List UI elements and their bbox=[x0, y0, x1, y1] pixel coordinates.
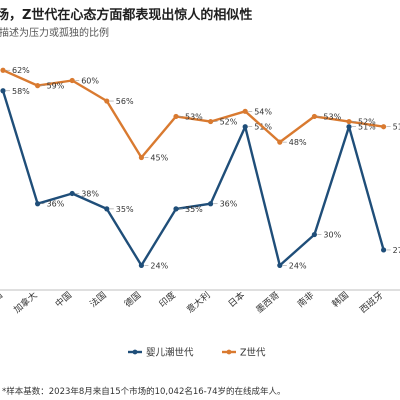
genz-series-line bbox=[2, 69, 384, 159]
x-tick-label: 西班牙 bbox=[357, 289, 385, 316]
boomer-point bbox=[35, 201, 41, 207]
boomer-data-label: 27 bbox=[393, 246, 400, 255]
legend: 婴儿潮世代 Z世代 bbox=[128, 347, 266, 359]
genz-legend-label: Z世代 bbox=[240, 347, 266, 359]
x-tick-label: 加拿大 bbox=[11, 289, 39, 316]
plot-area: 58%36%38%35%24%35%36%51%24%30%51%2762%59… bbox=[0, 66, 400, 270]
boomer-data-label: 30% bbox=[323, 231, 341, 240]
genz-data-label: 53% bbox=[323, 112, 341, 121]
genz-point bbox=[277, 139, 283, 145]
x-tick-label: 印度 bbox=[156, 289, 178, 310]
genz-point bbox=[0, 67, 6, 73]
x-tick-label: 中国 bbox=[53, 289, 75, 310]
genz-point bbox=[35, 83, 41, 89]
boomer-point bbox=[173, 206, 179, 212]
genz-data-label: 54% bbox=[254, 107, 272, 116]
genz-data-label: 51 bbox=[393, 123, 400, 132]
x-tick-label: 日本 bbox=[226, 289, 248, 310]
boomer-point bbox=[311, 231, 317, 238]
boomer-legend-label: 婴儿潮世代 bbox=[146, 347, 194, 359]
boomer-point bbox=[104, 206, 110, 212]
chart-title: 场，Z世代在心态方面都表现出惊人的相似性 bbox=[0, 8, 253, 23]
genz-point bbox=[104, 98, 110, 104]
genz-point bbox=[381, 124, 387, 130]
chart-subtitle: 描述为压力或孤独的比例 bbox=[0, 28, 109, 39]
x-tick-label: 墨西哥 bbox=[254, 290, 282, 316]
boomer-point bbox=[208, 201, 214, 207]
boomer-data-label: 51% bbox=[358, 123, 376, 132]
boomer-data-label: 35% bbox=[185, 205, 203, 214]
genz-point bbox=[173, 113, 179, 120]
genz-point bbox=[346, 118, 352, 125]
genz-data-label: 53% bbox=[185, 112, 203, 121]
x-tick-label: 意大利 bbox=[184, 289, 212, 316]
genz-data-label: 59% bbox=[47, 82, 65, 91]
genz-data-label: 56% bbox=[116, 97, 134, 106]
footnote: *样本基数：2023年8月来自15个市场的10,042名16-74岁的在线成年人… bbox=[2, 387, 286, 397]
boomer-data-label: 36% bbox=[220, 200, 238, 209]
genz-point bbox=[242, 108, 248, 114]
genz-data-label: 62% bbox=[12, 66, 30, 75]
genz-data-label: 48% bbox=[289, 138, 307, 147]
x-axis-labels: 国加拿大 中国 法国 德国 印度 意大利 日本 墨西哥 南非 韩国 西班牙 bbox=[0, 289, 386, 316]
boomer-point bbox=[242, 124, 248, 130]
boomer-point bbox=[69, 190, 75, 197]
genz-point bbox=[138, 154, 144, 161]
boomer-data-label: 24% bbox=[289, 261, 307, 270]
x-tick-label: 国 bbox=[0, 290, 5, 304]
boomer-data-label: 36% bbox=[47, 200, 65, 209]
boomer-data-label: 24% bbox=[150, 261, 168, 270]
genz-data-label: 52% bbox=[358, 118, 376, 127]
genz-data-label: 60% bbox=[81, 77, 99, 86]
genz-data-label: 45% bbox=[150, 154, 168, 163]
boomer-point bbox=[0, 88, 6, 94]
boomer-point bbox=[277, 262, 283, 268]
x-tick-label: 韩国 bbox=[329, 289, 351, 310]
boomer-data-label: 58% bbox=[12, 87, 30, 96]
genz-point bbox=[311, 113, 317, 120]
x-tick-label: 德国 bbox=[122, 289, 144, 310]
boomer-data-label: 38% bbox=[81, 189, 99, 198]
boomer-legend-marker bbox=[132, 349, 138, 355]
genz-legend-marker bbox=[226, 349, 232, 355]
boomer-series-line bbox=[1, 90, 385, 267]
x-tick-label: 南非 bbox=[295, 289, 317, 310]
boomer-data-label: 35% bbox=[116, 205, 134, 214]
boomer-point bbox=[138, 262, 144, 268]
boomer-point bbox=[381, 247, 387, 253]
genz-data-label: 52% bbox=[220, 118, 238, 127]
boomer-point bbox=[346, 124, 352, 130]
genz-point bbox=[69, 77, 75, 84]
genz-point bbox=[208, 118, 214, 125]
x-tick-label: 法国 bbox=[87, 289, 109, 310]
